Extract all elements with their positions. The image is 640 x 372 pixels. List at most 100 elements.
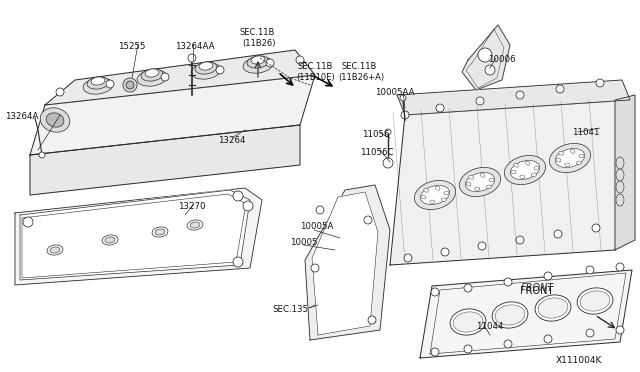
Circle shape [554,230,562,238]
Ellipse shape [243,57,273,73]
Circle shape [476,97,484,105]
Circle shape [404,254,412,262]
Ellipse shape [102,235,118,245]
Circle shape [431,348,439,356]
Polygon shape [30,75,315,155]
Ellipse shape [495,305,525,325]
Ellipse shape [538,298,568,318]
Text: 15255: 15255 [118,42,145,51]
Circle shape [39,152,45,158]
Circle shape [23,217,33,227]
Ellipse shape [40,108,70,132]
Circle shape [592,224,600,232]
Circle shape [616,263,624,271]
Text: 11044: 11044 [476,322,504,331]
Text: 11056C: 11056C [360,148,394,157]
Ellipse shape [616,157,624,169]
Circle shape [431,288,439,296]
Ellipse shape [450,309,486,335]
Ellipse shape [105,237,115,243]
Ellipse shape [46,113,64,127]
Circle shape [485,65,495,75]
Ellipse shape [444,191,449,195]
Ellipse shape [549,144,591,173]
Polygon shape [390,100,630,265]
Circle shape [464,284,472,292]
Ellipse shape [414,180,456,209]
Ellipse shape [47,245,63,255]
Text: SEC.11B: SEC.11B [342,62,378,71]
Circle shape [436,104,444,112]
Circle shape [596,79,604,87]
Ellipse shape [453,312,483,332]
Ellipse shape [577,288,613,314]
Ellipse shape [195,62,217,74]
Ellipse shape [576,161,581,164]
Polygon shape [15,188,262,285]
Ellipse shape [525,161,530,165]
Ellipse shape [424,188,429,192]
Ellipse shape [556,158,561,162]
Ellipse shape [559,151,564,155]
Polygon shape [305,185,390,340]
Circle shape [401,111,409,119]
Ellipse shape [510,160,540,180]
Circle shape [504,340,512,348]
Ellipse shape [87,77,109,89]
Ellipse shape [442,198,446,202]
Circle shape [586,266,594,274]
Circle shape [126,81,134,89]
Ellipse shape [187,220,203,230]
Ellipse shape [251,56,265,64]
Circle shape [586,329,594,337]
Circle shape [556,85,564,93]
Circle shape [161,73,169,81]
Ellipse shape [50,247,60,253]
Polygon shape [397,80,630,115]
Ellipse shape [616,194,624,206]
Text: SEC.11B: SEC.11B [298,62,333,71]
Circle shape [316,206,324,214]
Ellipse shape [481,173,485,177]
Text: (11B26): (11B26) [242,39,275,48]
Ellipse shape [152,227,168,237]
Ellipse shape [83,78,113,94]
Circle shape [544,335,552,343]
Ellipse shape [616,169,624,181]
Ellipse shape [430,200,435,203]
Polygon shape [312,192,378,335]
Ellipse shape [580,291,610,311]
Circle shape [385,129,391,135]
Ellipse shape [556,148,585,167]
Circle shape [368,316,376,324]
Ellipse shape [520,175,525,179]
Polygon shape [30,125,300,195]
Ellipse shape [504,155,546,185]
Circle shape [478,48,492,62]
Text: 10005: 10005 [290,238,317,247]
Circle shape [364,216,372,224]
Text: SEC.11B: SEC.11B [240,28,275,37]
Ellipse shape [141,69,163,81]
Circle shape [56,88,64,96]
Ellipse shape [616,181,624,193]
Ellipse shape [511,170,516,174]
Ellipse shape [469,175,474,179]
Ellipse shape [514,163,518,167]
Text: (11B26+A): (11B26+A) [338,73,384,82]
Circle shape [516,236,524,244]
Ellipse shape [534,166,539,170]
Circle shape [504,278,512,286]
Ellipse shape [466,182,471,186]
Ellipse shape [465,173,495,192]
Ellipse shape [535,295,571,321]
Text: (11B10E): (11B10E) [296,73,335,82]
Polygon shape [20,190,250,280]
Text: 13270: 13270 [178,202,205,211]
Circle shape [188,54,196,62]
Text: SEC.135: SEC.135 [272,305,308,314]
Ellipse shape [199,62,213,70]
Ellipse shape [145,69,159,77]
Circle shape [266,59,274,67]
Circle shape [616,326,624,334]
